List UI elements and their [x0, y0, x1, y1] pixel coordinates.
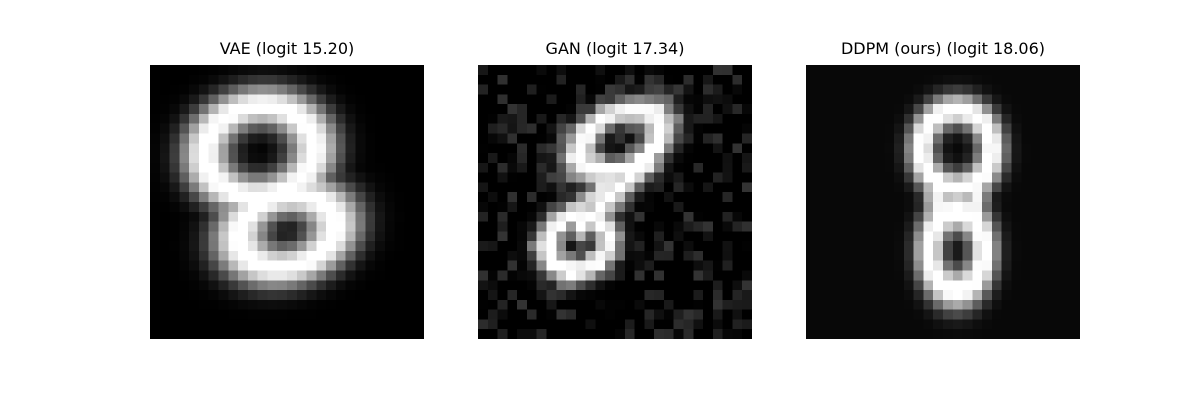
ddpm-title: DDPM (ours) (logit 18.06) — [840, 39, 1046, 58]
gan-title: GAN (logit 17.34) — [545, 39, 685, 58]
vae-title: VAE (logit 15.20) — [219, 39, 355, 58]
ddpm-sample-image — [806, 65, 1080, 339]
gan-panel: GAN (logit 17.34) — [478, 38, 752, 339]
vae-sample-image — [150, 65, 424, 339]
vae-panel: VAE (logit 15.20) — [150, 38, 424, 339]
gan-sample-image — [478, 65, 752, 339]
ddpm-panel: DDPM (ours) (logit 18.06) — [806, 38, 1080, 339]
